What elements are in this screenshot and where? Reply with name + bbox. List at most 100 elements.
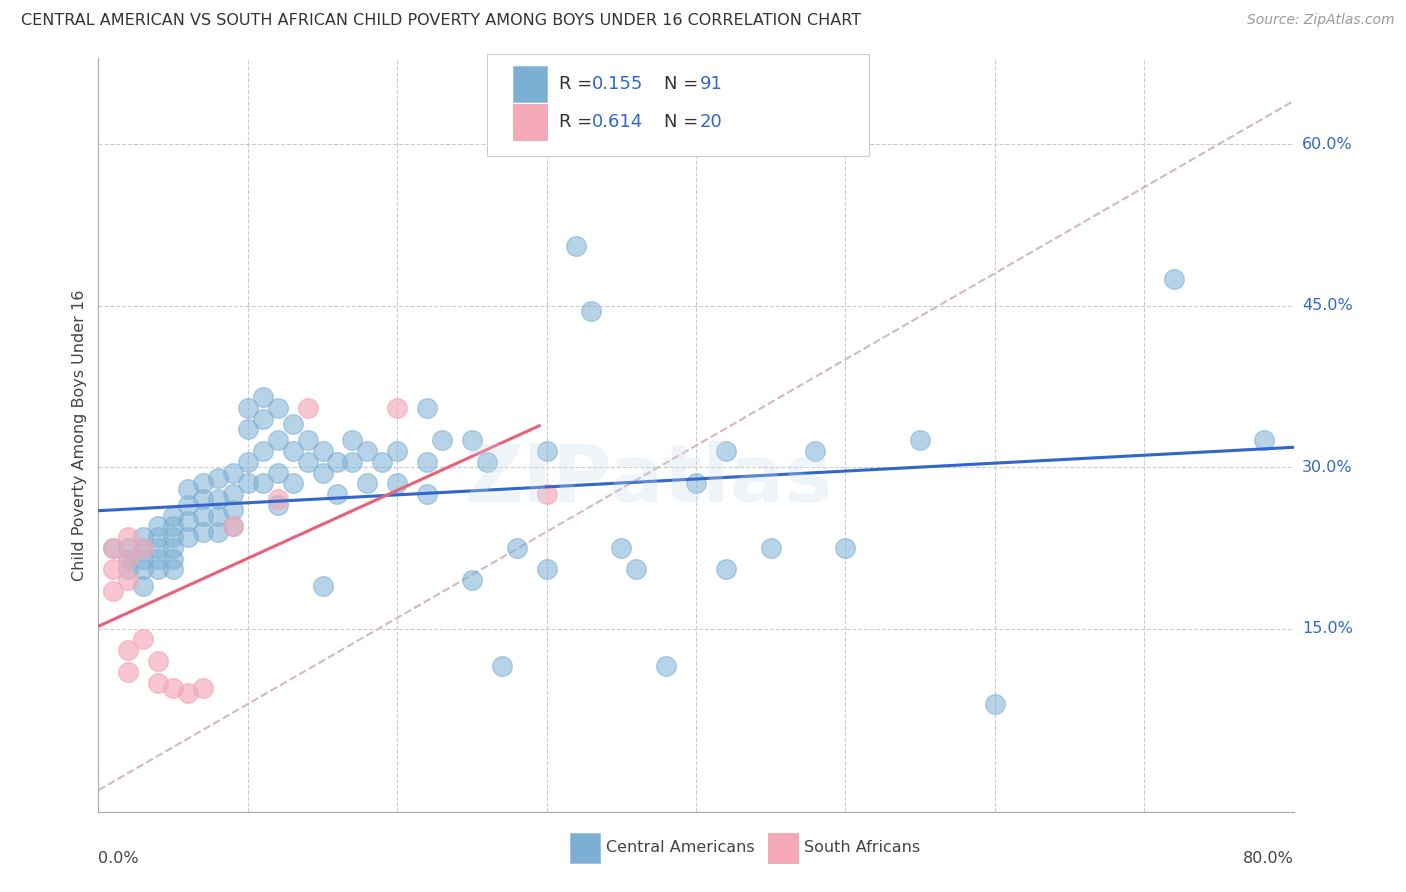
Text: R =: R =	[558, 113, 598, 131]
Point	[311, 444, 333, 458]
Point	[162, 562, 184, 576]
Point	[834, 541, 856, 555]
Point	[267, 434, 290, 448]
Text: South Africans: South Africans	[804, 840, 920, 855]
Point	[581, 304, 603, 318]
Point	[191, 508, 214, 523]
Point	[222, 519, 245, 533]
Text: N =: N =	[664, 75, 703, 94]
Point	[385, 444, 409, 458]
Text: CENTRAL AMERICAN VS SOUTH AFRICAN CHILD POVERTY AMONG BOYS UNDER 16 CORRELATION : CENTRAL AMERICAN VS SOUTH AFRICAN CHILD …	[21, 13, 862, 29]
Point	[506, 541, 529, 555]
Point	[148, 551, 170, 566]
Point	[148, 541, 170, 555]
Point	[132, 562, 155, 576]
Point	[461, 434, 484, 448]
Point	[236, 401, 259, 415]
Point	[1163, 271, 1185, 285]
Point	[117, 551, 139, 566]
Text: 45.0%: 45.0%	[1302, 298, 1353, 313]
Point	[222, 519, 245, 533]
Point	[908, 434, 931, 448]
Point	[177, 686, 200, 700]
Text: R =: R =	[558, 75, 598, 94]
Text: 0.155: 0.155	[592, 75, 644, 94]
Point	[430, 434, 453, 448]
Point	[252, 476, 274, 491]
Point	[252, 390, 274, 404]
Point	[103, 541, 125, 555]
Point	[297, 434, 319, 448]
Point	[132, 530, 155, 544]
Point	[117, 562, 139, 576]
Point	[148, 519, 170, 533]
Point	[162, 508, 184, 523]
Point	[626, 562, 648, 576]
Point	[103, 584, 125, 599]
Text: Source: ZipAtlas.com: Source: ZipAtlas.com	[1247, 13, 1395, 28]
Point	[385, 401, 409, 415]
Point	[804, 444, 827, 458]
Point	[385, 476, 409, 491]
Point	[610, 541, 633, 555]
Point	[207, 471, 229, 485]
Point	[342, 455, 364, 469]
Point	[222, 503, 245, 517]
Point	[177, 482, 200, 496]
Point	[177, 530, 200, 544]
Point	[117, 530, 139, 544]
Text: 0.614: 0.614	[592, 113, 644, 131]
Text: 0.0%: 0.0%	[98, 851, 139, 865]
Point	[132, 541, 155, 555]
Point	[162, 541, 184, 555]
Point	[297, 455, 319, 469]
Text: 91: 91	[700, 75, 723, 94]
Point	[207, 492, 229, 507]
Point	[207, 508, 229, 523]
Point	[103, 541, 125, 555]
Point	[416, 401, 439, 415]
Point	[207, 524, 229, 539]
Point	[252, 411, 274, 425]
Point	[236, 455, 259, 469]
Text: N =: N =	[664, 113, 703, 131]
Point	[162, 551, 184, 566]
Point	[536, 444, 558, 458]
Point	[162, 519, 184, 533]
Point	[177, 514, 200, 528]
Point	[148, 654, 170, 668]
Point	[191, 524, 214, 539]
Text: 15.0%: 15.0%	[1302, 621, 1353, 636]
Point	[252, 444, 274, 458]
Point	[117, 643, 139, 657]
FancyBboxPatch shape	[513, 66, 547, 103]
Point	[536, 487, 558, 501]
Point	[236, 422, 259, 436]
Point	[148, 562, 170, 576]
Point	[491, 659, 513, 673]
Point	[714, 562, 737, 576]
Point	[685, 476, 707, 491]
FancyBboxPatch shape	[486, 54, 869, 156]
Point	[117, 665, 139, 679]
Point	[984, 697, 1007, 711]
Y-axis label: Child Poverty Among Boys Under 16: Child Poverty Among Boys Under 16	[72, 289, 87, 581]
Point	[536, 562, 558, 576]
Text: Central Americans: Central Americans	[606, 840, 755, 855]
Point	[655, 659, 678, 673]
Point	[267, 401, 290, 415]
Point	[191, 681, 214, 695]
Point	[281, 417, 304, 431]
Point	[565, 239, 588, 253]
Point	[117, 541, 139, 555]
Point	[132, 579, 155, 593]
Point	[132, 551, 155, 566]
Text: 60.0%: 60.0%	[1302, 136, 1353, 152]
Point	[297, 401, 319, 415]
Point	[416, 487, 439, 501]
Point	[222, 487, 245, 501]
Point	[236, 476, 259, 491]
Point	[326, 455, 349, 469]
Point	[132, 632, 155, 647]
Point	[117, 573, 139, 587]
